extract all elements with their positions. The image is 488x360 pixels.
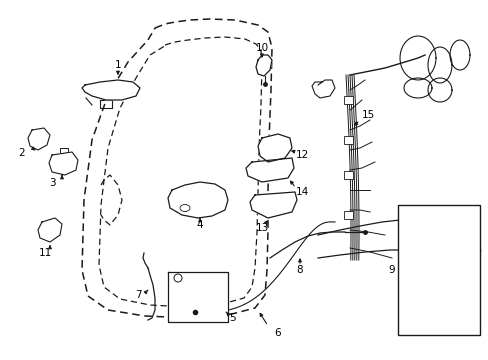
Text: 13: 13	[255, 223, 268, 233]
Polygon shape	[49, 152, 78, 175]
Polygon shape	[256, 55, 271, 76]
Text: 5: 5	[229, 313, 236, 323]
Polygon shape	[258, 134, 291, 162]
Bar	[343, 136, 352, 144]
Bar	[343, 211, 352, 219]
Bar	[343, 96, 352, 104]
Bar	[343, 171, 352, 179]
Circle shape	[174, 274, 182, 282]
Text: 1: 1	[115, 60, 121, 70]
Text: 14: 14	[295, 187, 308, 197]
Text: 8: 8	[296, 265, 303, 275]
Text: 6: 6	[274, 328, 281, 338]
Text: 2: 2	[19, 148, 25, 158]
Polygon shape	[82, 80, 140, 100]
Text: 9: 9	[388, 265, 394, 275]
Polygon shape	[249, 192, 296, 218]
Ellipse shape	[180, 204, 190, 212]
Text: 15: 15	[361, 110, 374, 120]
Text: 12: 12	[295, 150, 308, 160]
Polygon shape	[28, 128, 50, 150]
Polygon shape	[168, 182, 227, 218]
Text: 3: 3	[49, 178, 55, 188]
Polygon shape	[168, 272, 227, 322]
Text: 10: 10	[255, 43, 268, 53]
Text: 7: 7	[134, 290, 141, 300]
Text: 4: 4	[196, 220, 203, 230]
Polygon shape	[245, 158, 293, 182]
Text: 11: 11	[38, 248, 52, 258]
Bar	[397, 205, 479, 335]
Polygon shape	[38, 218, 62, 242]
